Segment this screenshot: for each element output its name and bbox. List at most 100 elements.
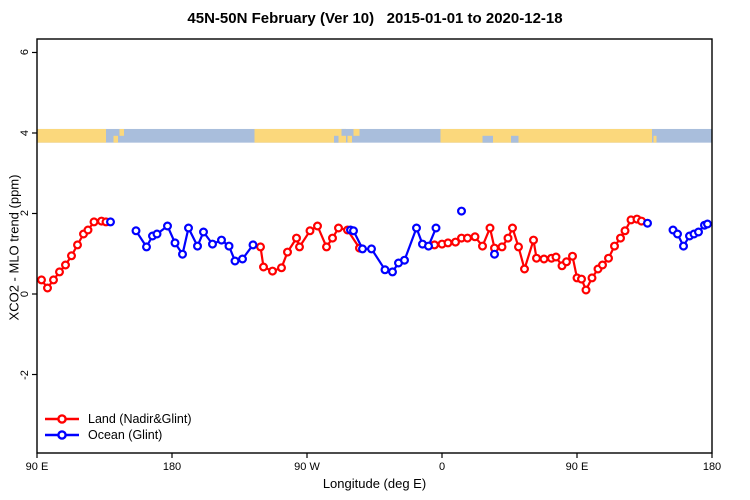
land-series-point (497, 242, 507, 252)
map-strip-land-segment (653, 135, 657, 143)
y-tick-label: 6 (19, 49, 31, 56)
land-series-point (587, 273, 597, 283)
land-series-point (48, 275, 58, 285)
land-series-point (531, 253, 541, 263)
map-strip-land-segment (347, 135, 352, 143)
land-series-point (443, 238, 453, 248)
ocean-series-point (380, 265, 390, 275)
map-strip-land-segment (37, 128, 106, 143)
ocean-series-point (170, 238, 180, 248)
land-series-point (54, 267, 64, 277)
land-series-point (313, 221, 323, 231)
land-series-point (36, 275, 46, 285)
land-series-point (576, 274, 586, 284)
land-series-point (451, 237, 461, 247)
map-strip-land-segment (254, 128, 346, 143)
ocean-series-point (457, 206, 467, 216)
x-tick-label: 180 (162, 461, 182, 473)
land-series-point (89, 217, 99, 227)
land-series-point (277, 263, 287, 273)
map-strip-ocean-patch (511, 135, 519, 143)
ocean-series-point (248, 240, 258, 250)
land-series-point (485, 223, 495, 233)
legend-item-ocean: Ocean (Glint) (44, 427, 192, 443)
land-series-point (305, 226, 315, 236)
x-axis-label: Longitude (deg E) (322, 476, 427, 491)
land-series-swatch-icon (45, 414, 79, 424)
y-tick-label: 4 (19, 129, 31, 137)
land-series-point (66, 251, 76, 261)
land-series-point (503, 233, 513, 243)
ocean-series-point (178, 249, 188, 259)
land-series-point (551, 252, 561, 262)
ocean-series-point (224, 241, 234, 251)
land-series-point (470, 232, 480, 242)
land-series-point (528, 235, 538, 245)
ocean-series-point (431, 223, 441, 233)
ocean-series-point (199, 227, 209, 237)
ocean-series-point (358, 244, 368, 254)
legend: Land (Nadir&Glint) Ocean (Glint) (44, 411, 192, 443)
ocean-series-point (217, 235, 227, 245)
land-series-point (268, 266, 278, 276)
map-strip-land-segment (353, 128, 360, 136)
land-series-point (328, 233, 338, 243)
ocean-series-point (193, 241, 203, 251)
ocean-series-point (184, 223, 194, 233)
land-series-point (581, 285, 591, 295)
ocean-series-swatch-icon (45, 430, 79, 440)
legend-label-ocean: Ocean (Glint) (88, 428, 163, 442)
x-tick-label: 0 (438, 461, 446, 473)
x-tick-label: 90 E (565, 461, 589, 473)
land-series-point (83, 225, 93, 235)
x-tick-label: 90 E (25, 461, 49, 473)
ocean-series-point (388, 267, 398, 277)
land-series-point (561, 257, 571, 267)
ocean-series-point (642, 218, 652, 228)
land-series-point (42, 283, 52, 293)
land-series-point (72, 240, 82, 250)
land-series-point (508, 223, 518, 233)
land-series-point (283, 247, 293, 257)
map-strip-land-segment (113, 135, 118, 143)
land-series-point (567, 251, 577, 261)
ocean-series-point (412, 223, 422, 233)
land-series-point (334, 223, 344, 233)
land-series-point (513, 242, 523, 252)
land-series-point (256, 242, 266, 252)
land-series-point (292, 233, 302, 243)
land-series-point (620, 226, 630, 236)
land-series-point (322, 242, 332, 252)
ocean-series-point (678, 241, 688, 251)
legend-item-land: Land (Nadir&Glint) (44, 411, 192, 427)
map-strip-land-segment (119, 128, 124, 136)
land-series-point (463, 233, 473, 243)
map-strip-ocean-patch (334, 135, 339, 143)
ocean-series-point (152, 229, 162, 239)
ocean-series-point (230, 256, 240, 266)
y-tick-label: -2 (19, 369, 31, 380)
y-tick-label: 0 (19, 290, 31, 298)
y-tick-label: 2 (19, 210, 31, 217)
land-series-point (295, 242, 305, 252)
chart-title: 45N-50N February (Ver 10) 2015-01-01 to … (187, 10, 563, 27)
land-series-point (259, 262, 269, 272)
ocean-series-point (238, 254, 248, 264)
ocean-series-point (142, 242, 152, 252)
map-strip-ocean-patch (341, 128, 346, 136)
x-tick-label: 180 (702, 461, 722, 473)
ocean-series-point (105, 217, 115, 227)
ocean-series-point (400, 255, 410, 265)
land-series-point (609, 241, 619, 251)
ocean-series-point (424, 241, 434, 251)
land-series-point (603, 253, 613, 263)
x-tick-label: 90 W (294, 461, 320, 473)
ocean-series-point (367, 244, 377, 254)
ocean-series-point (349, 226, 359, 236)
land-series-point (519, 264, 529, 274)
land-series-point (615, 233, 625, 243)
ocean-series-point (490, 249, 500, 259)
ocean-series-point (702, 219, 712, 229)
